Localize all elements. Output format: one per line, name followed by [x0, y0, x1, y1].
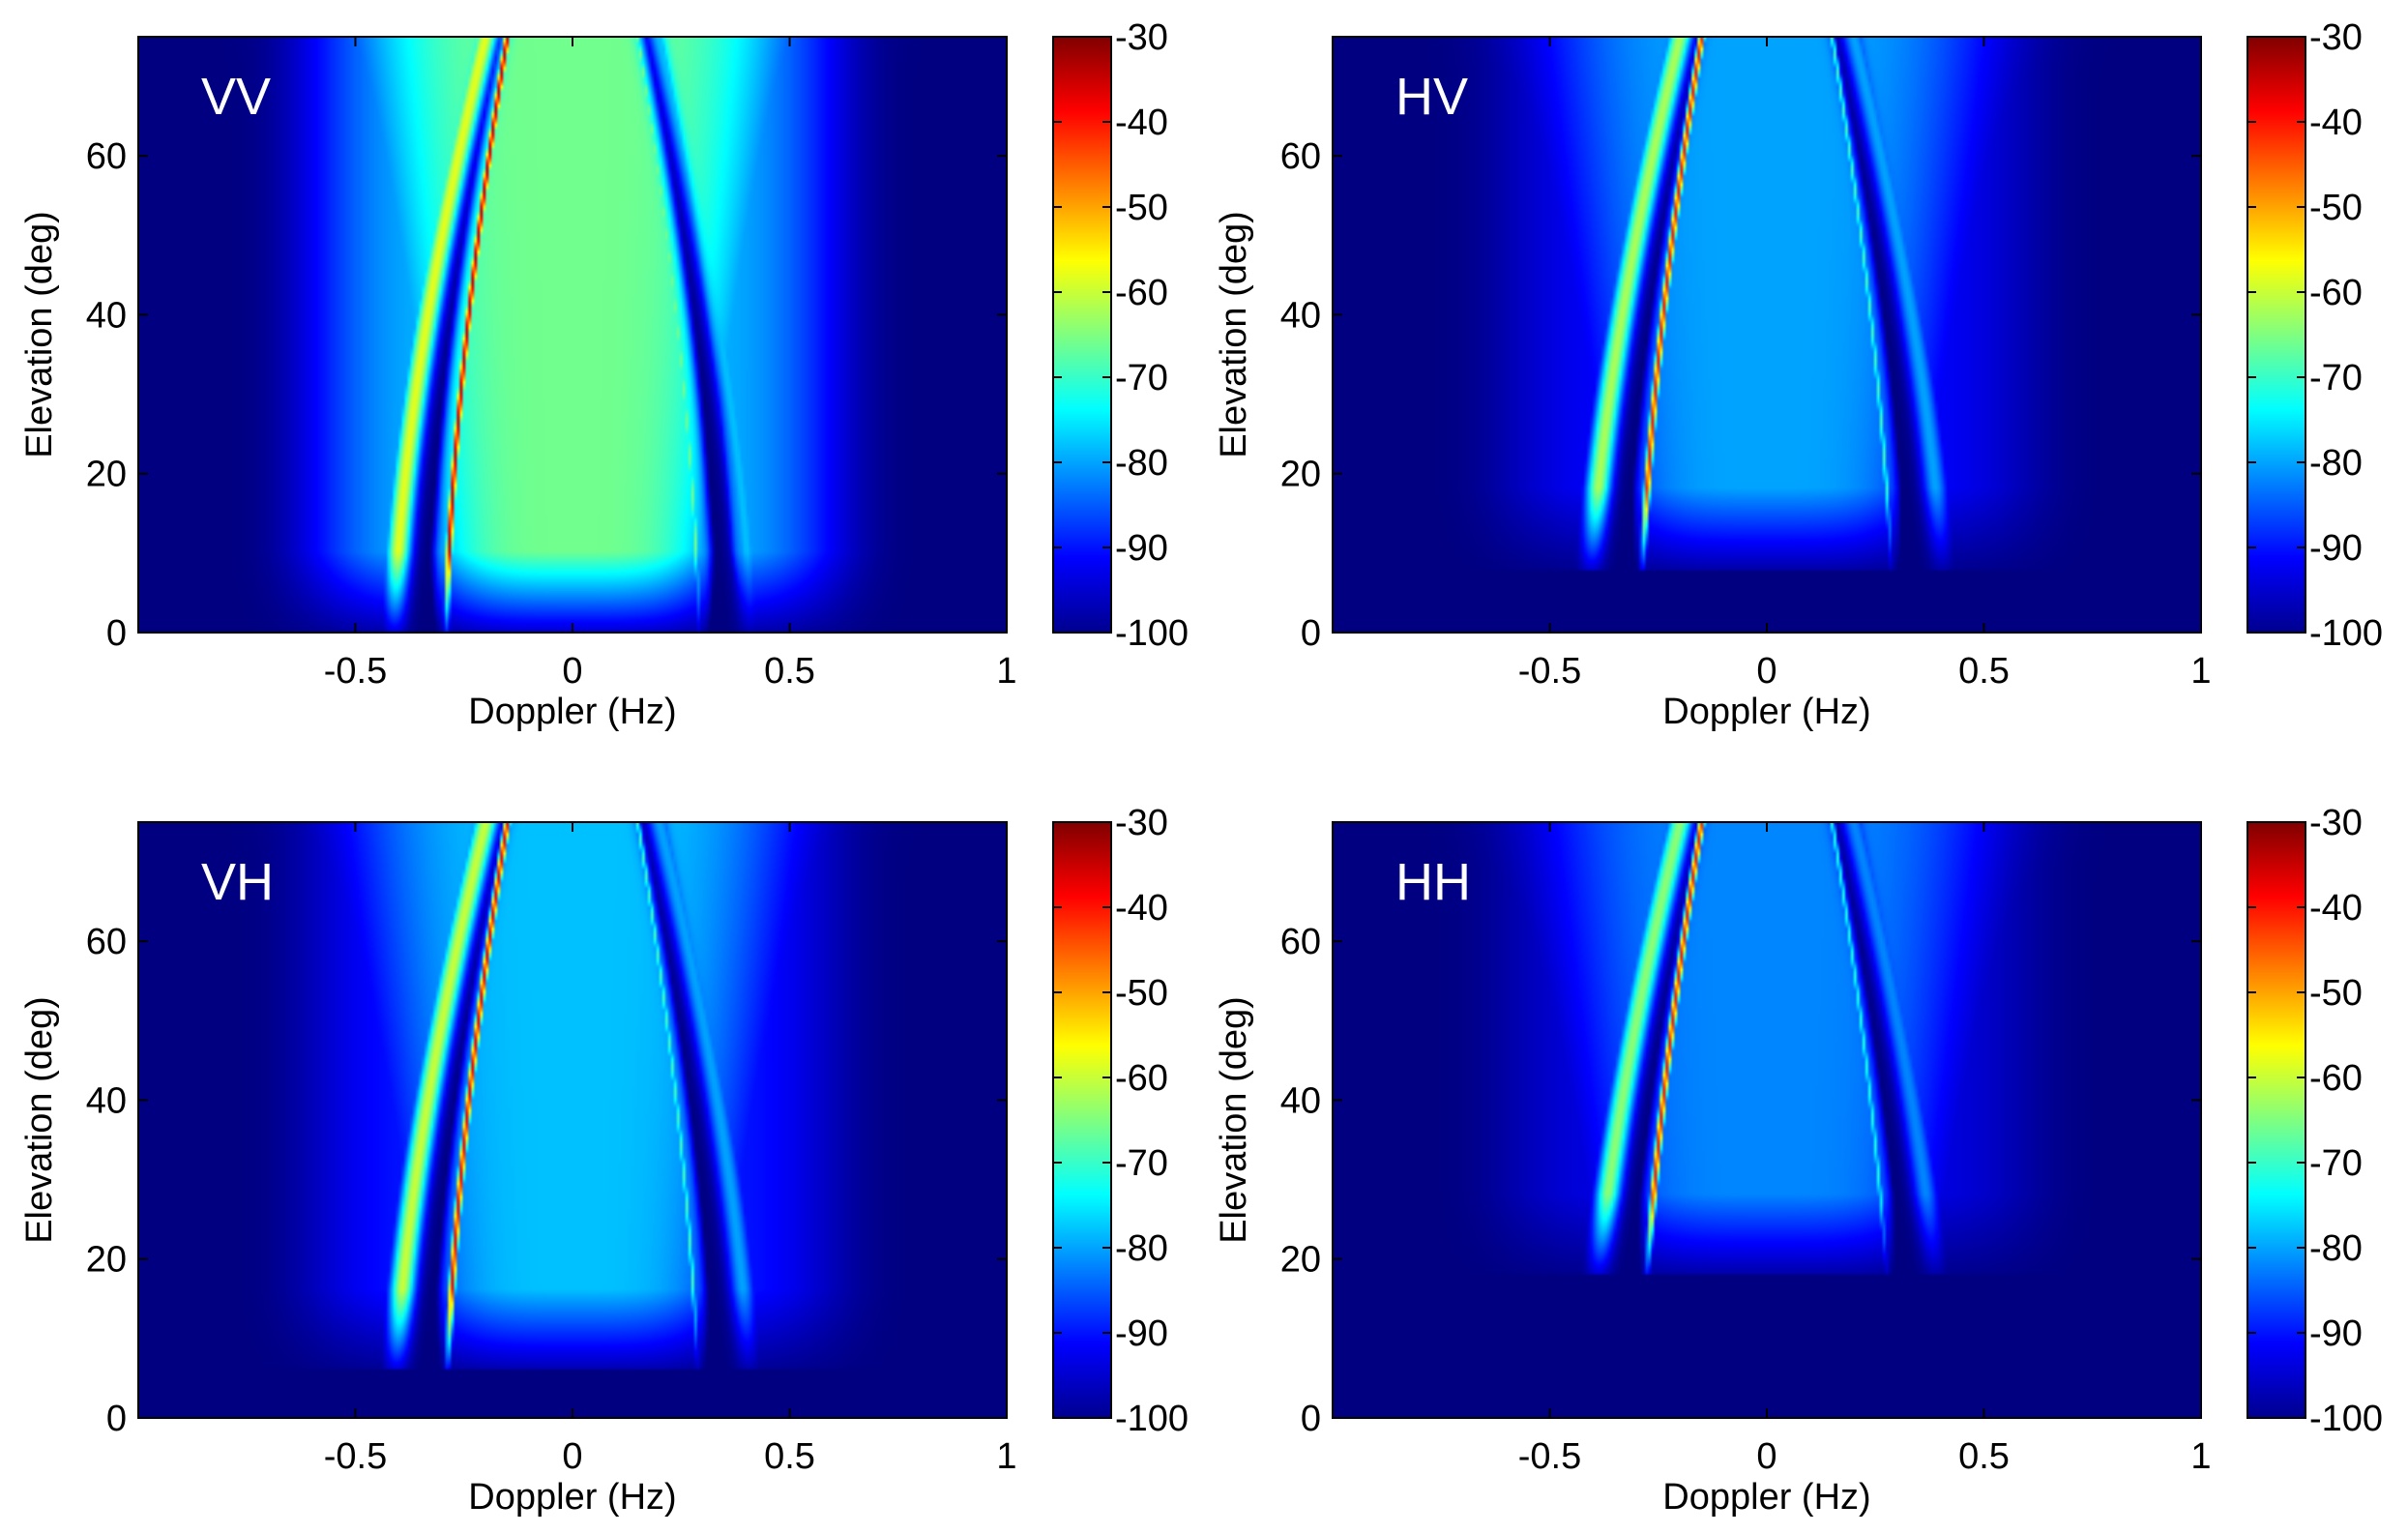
colorbar-tick-label: -30 — [2309, 803, 2363, 843]
y-tick-label: 40 — [86, 1080, 127, 1121]
panel-hv: -0.5 0 0.5 1 0 20 40 60 Doppler (Hz) Elevation (d… — [1214, 17, 2383, 732]
y-tick-label: 0 — [1301, 613, 1321, 654]
colorbar-tick-label: -90 — [2309, 528, 2363, 569]
heatmap-image — [138, 822, 1007, 1418]
colorbar-tick-label: -40 — [2309, 888, 2363, 929]
colorbar-tick-label: -90 — [2309, 1313, 2363, 1354]
colorbar-tick-label: -70 — [1115, 358, 1168, 398]
colorbar-tick-label: -40 — [2309, 103, 2363, 143]
colorbar-tick-label: -70 — [1115, 1143, 1168, 1184]
colorbar-tick-label: -40 — [1115, 888, 1168, 929]
panel-vh: -0.5 0 0.5 1 0 20 40 60 Doppler (Hz) Elevation (d… — [19, 803, 1189, 1518]
panel-label: HV — [1395, 68, 1468, 126]
heatmap-image — [1333, 37, 2201, 633]
y-tick-label: 60 — [86, 922, 127, 962]
x-axis-label: Doppler (Hz) — [468, 692, 676, 732]
x-tick-label: 0.5 — [1958, 651, 2010, 692]
x-axis-label: Doppler (Hz) — [468, 1477, 676, 1518]
panel-label: HH — [1395, 853, 1471, 911]
heatmap-image — [138, 37, 1007, 633]
y-tick-label: 40 — [1280, 295, 1321, 336]
colorbar-tick-label: -70 — [2309, 1143, 2363, 1184]
x-tick-label: 0.5 — [764, 1436, 815, 1477]
colorbar-tick-label: -80 — [2309, 1228, 2363, 1269]
x-tick-label: -0.5 — [1518, 1436, 1581, 1477]
colorbar-tick-label: -30 — [1115, 803, 1168, 843]
colorbar-tick-label: -70 — [2309, 358, 2363, 398]
colorbar-tick-label: -50 — [2309, 188, 2363, 228]
colorbar-tick-label: -100 — [1115, 613, 1189, 654]
x-tick-label: 0 — [562, 651, 582, 692]
colorbar-tick-label: -100 — [2309, 613, 2383, 654]
colorbar-tick-label: -90 — [1115, 1313, 1168, 1354]
y-axis-label: Elevation (deg) — [19, 211, 60, 458]
colorbar-tick-label: -50 — [1115, 188, 1168, 228]
y-tick-label: 20 — [86, 455, 127, 495]
y-tick-label: 0 — [106, 1399, 127, 1439]
heatmap-image — [1333, 822, 2201, 1418]
panel-label: VV — [201, 68, 271, 126]
colorbar-tick-label: -60 — [2309, 1058, 2363, 1099]
y-tick-label: 20 — [86, 1240, 127, 1281]
y-tick-label: 0 — [106, 613, 127, 654]
colorbar-tick-label: -80 — [2309, 443, 2363, 484]
colorbar-tick-label: -50 — [1115, 973, 1168, 1014]
x-axis-label: Doppler (Hz) — [1662, 1477, 1870, 1518]
x-tick-label: -0.5 — [324, 1436, 387, 1477]
colorbar-tick-label: -50 — [2309, 973, 2363, 1014]
x-tick-label: 0 — [1756, 651, 1777, 692]
colorbar-tick-label: -30 — [1115, 17, 1168, 58]
x-tick-label: 1 — [996, 651, 1016, 692]
colorbar-tick-label: -100 — [2309, 1399, 2383, 1439]
colorbar-tick-label: -80 — [1115, 443, 1168, 484]
y-tick-label: 20 — [1280, 455, 1321, 495]
x-tick-label: 0 — [1756, 1436, 1777, 1477]
y-tick-label: 60 — [1280, 136, 1321, 177]
x-tick-label: -0.5 — [324, 651, 387, 692]
x-tick-label: 0 — [562, 1436, 582, 1477]
y-axis-label: Elevation (deg) — [1214, 211, 1254, 458]
colorbar — [2246, 821, 2306, 1419]
colorbar-tick-label: -60 — [2309, 273, 2363, 313]
y-tick-label: 0 — [1301, 1399, 1321, 1439]
y-axis-label: Elevation (deg) — [1214, 996, 1254, 1244]
x-tick-label: 0.5 — [764, 651, 815, 692]
x-tick-label: -0.5 — [1518, 651, 1581, 692]
panel-vv: -0.5 0 0.5 1 0 20 40 60 Doppler (Hz) Elevation (d… — [19, 17, 1189, 732]
colorbar-tick-label: -90 — [1115, 528, 1168, 569]
x-tick-label: 0.5 — [1958, 1436, 2010, 1477]
panel-hh: -0.5 0 0.5 1 0 20 40 60 Doppler (Hz) Elevation (d… — [1214, 803, 2383, 1518]
y-tick-label: 60 — [86, 136, 127, 177]
y-tick-label: 40 — [1280, 1080, 1321, 1121]
colorbar-tick-label: -60 — [1115, 1058, 1168, 1099]
colorbar-tick-label: -100 — [1115, 1399, 1189, 1439]
x-tick-label: 1 — [2190, 1436, 2211, 1477]
panel-label: VH — [201, 853, 274, 911]
y-tick-label: 20 — [1280, 1240, 1321, 1281]
x-tick-label: 1 — [2190, 651, 2211, 692]
colorbar-tick-label: -30 — [2309, 17, 2363, 58]
y-tick-label: 60 — [1280, 922, 1321, 962]
colorbar-tick-label: -40 — [1115, 103, 1168, 143]
colorbar — [1052, 36, 1112, 634]
x-tick-label: 1 — [996, 1436, 1016, 1477]
colorbar — [2246, 36, 2306, 634]
colorbar-tick-label: -80 — [1115, 1228, 1168, 1269]
colorbar-tick-label: -60 — [1115, 273, 1168, 313]
colorbar — [1052, 821, 1112, 1419]
x-axis-label: Doppler (Hz) — [1662, 692, 1870, 732]
y-axis-label: Elevation (deg) — [19, 996, 60, 1244]
y-tick-label: 40 — [86, 295, 127, 336]
